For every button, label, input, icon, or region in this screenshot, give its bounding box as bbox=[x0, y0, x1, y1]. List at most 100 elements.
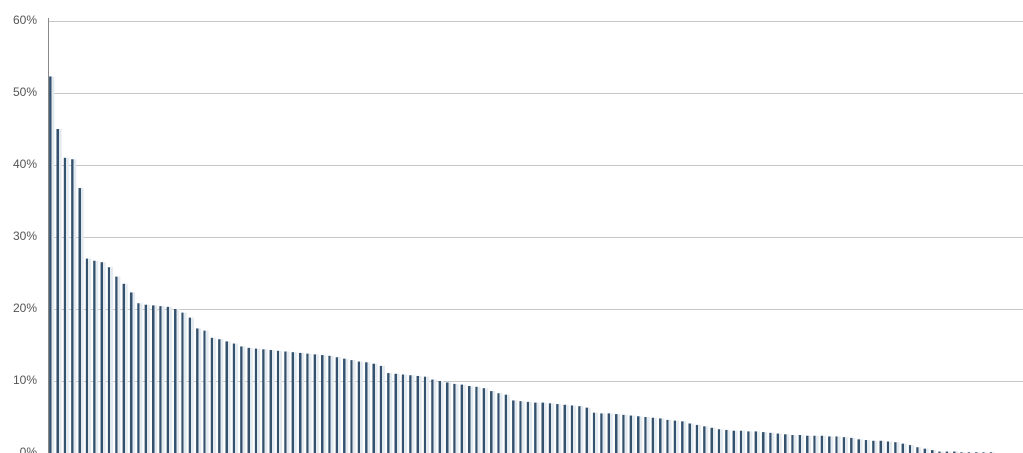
bar bbox=[614, 414, 621, 453]
bar bbox=[600, 413, 606, 453]
bar bbox=[379, 365, 385, 453]
bar bbox=[850, 437, 856, 453]
bar bbox=[798, 435, 804, 453]
bar bbox=[85, 258, 91, 453]
bar bbox=[335, 357, 341, 453]
bar bbox=[820, 435, 826, 453]
bar bbox=[534, 402, 540, 453]
bar bbox=[107, 267, 114, 453]
bar bbox=[298, 352, 305, 453]
bar bbox=[63, 157, 69, 453]
bar bbox=[842, 437, 848, 453]
bar bbox=[747, 431, 753, 453]
bar bbox=[490, 391, 496, 453]
bar bbox=[357, 361, 363, 453]
bar bbox=[350, 360, 356, 453]
bar bbox=[512, 400, 518, 453]
bar bbox=[666, 419, 672, 453]
bar bbox=[607, 413, 613, 453]
bar bbox=[739, 430, 746, 453]
bar bbox=[585, 407, 591, 453]
bar bbox=[725, 429, 731, 453]
bar bbox=[291, 352, 297, 453]
bar bbox=[886, 441, 893, 453]
bar bbox=[813, 435, 819, 453]
bar bbox=[254, 348, 261, 453]
bar bbox=[901, 443, 907, 453]
bar bbox=[137, 303, 143, 453]
bar bbox=[938, 451, 944, 453]
bar bbox=[269, 350, 275, 453]
bar bbox=[541, 402, 547, 453]
bar bbox=[526, 401, 532, 453]
bar bbox=[695, 424, 701, 453]
bar bbox=[247, 347, 253, 453]
bar bbox=[225, 341, 231, 453]
bar bbox=[151, 305, 158, 453]
bar bbox=[872, 440, 878, 453]
bar bbox=[401, 374, 407, 453]
y-tick-label: 0% bbox=[20, 445, 38, 453]
bar bbox=[460, 384, 466, 453]
bar bbox=[276, 350, 283, 453]
bar bbox=[387, 373, 393, 453]
bar bbox=[592, 412, 599, 453]
bar bbox=[482, 388, 488, 453]
bar bbox=[629, 415, 635, 453]
bar bbox=[659, 418, 665, 453]
bar bbox=[761, 432, 768, 453]
bar bbox=[115, 276, 121, 453]
bar bbox=[681, 421, 687, 453]
bar bbox=[556, 404, 562, 453]
bar bbox=[129, 292, 136, 453]
bar bbox=[431, 379, 437, 453]
bar bbox=[409, 375, 415, 453]
bar bbox=[548, 403, 554, 453]
bar bbox=[416, 375, 422, 453]
bar bbox=[196, 328, 202, 453]
bar bbox=[122, 283, 128, 453]
bar bbox=[864, 440, 870, 453]
y-tick-label: 20% bbox=[13, 301, 37, 315]
bar bbox=[159, 306, 165, 453]
bar bbox=[438, 381, 444, 453]
bar bbox=[93, 260, 99, 453]
bar bbox=[453, 383, 459, 453]
bar bbox=[710, 427, 716, 453]
bar bbox=[688, 423, 694, 453]
bar bbox=[56, 129, 62, 453]
bar bbox=[71, 159, 77, 453]
y-tick-label: 50% bbox=[13, 85, 37, 99]
bar bbox=[703, 426, 709, 453]
bar bbox=[732, 430, 738, 453]
y-tick-label: 30% bbox=[13, 229, 37, 243]
bar bbox=[563, 404, 569, 453]
bar bbox=[930, 450, 937, 453]
bar bbox=[828, 436, 834, 453]
bar bbox=[945, 451, 951, 453]
bar bbox=[570, 405, 577, 453]
bar bbox=[651, 417, 657, 453]
bar bbox=[578, 406, 584, 453]
bar bbox=[475, 386, 481, 453]
bar bbox=[100, 262, 106, 453]
bar bbox=[166, 306, 172, 453]
bar bbox=[174, 309, 180, 453]
bar bbox=[806, 435, 812, 453]
bar bbox=[232, 343, 238, 453]
bar bbox=[894, 442, 900, 453]
bar bbox=[343, 358, 349, 453]
y-tick-label: 10% bbox=[13, 373, 37, 387]
bar bbox=[306, 353, 312, 453]
bar bbox=[717, 429, 723, 453]
bar bbox=[445, 382, 452, 453]
bar bbox=[644, 417, 650, 453]
bar bbox=[372, 363, 378, 453]
bar bbox=[916, 447, 922, 453]
y-tick-label: 60% bbox=[13, 13, 37, 27]
bar bbox=[783, 434, 790, 453]
bar bbox=[637, 416, 643, 453]
bar bbox=[467, 386, 474, 453]
bar bbox=[497, 393, 503, 453]
